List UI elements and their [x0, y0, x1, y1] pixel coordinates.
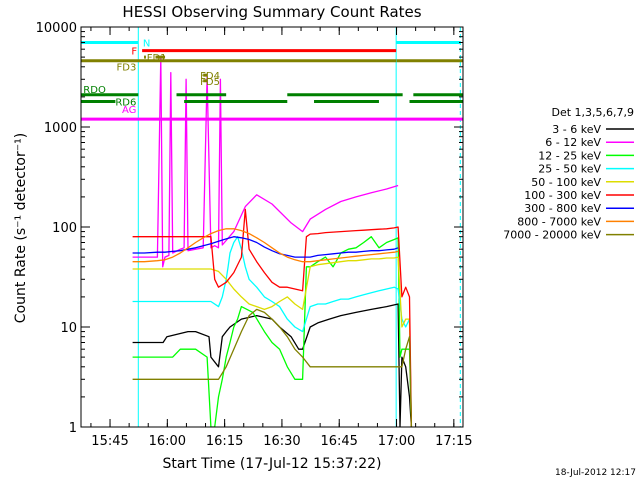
flag-label-fd1: FD1 — [147, 53, 167, 64]
series-line-50-100-kev — [132, 256, 413, 427]
x-tick-label: 16:15 — [206, 434, 243, 449]
legend-entry-6-12-kev: 6 - 12 keV — [545, 136, 601, 149]
chart-title: HESSI Observing Summary Count Rates — [122, 3, 421, 21]
series-line-12-25-kev — [132, 236, 413, 427]
x-tick-label: 16:30 — [263, 434, 300, 449]
legend-entry-800-7000-kev: 800 - 7000 keV — [517, 215, 601, 228]
flag-label-ag: AG — [122, 105, 136, 116]
x-tick-label: 17:15 — [435, 434, 472, 449]
x-axis: 15:45 16:00 16:15 16:30 16:45 17:00 17:15 — [90, 27, 473, 449]
flag-label-rd6: RD6 — [115, 97, 136, 108]
legend-title: Det 1,3,5,6,7,9 — [551, 106, 634, 119]
legend-entry-25-50-kev: 25 - 50 keV — [538, 163, 601, 176]
flag-label-fd5: FD5 — [200, 77, 220, 88]
flag-label-rdo: RDO — [83, 85, 106, 96]
legend-entry-50-100-kev: 50 - 100 keV — [531, 176, 601, 189]
flag-label-n: N — [143, 38, 150, 49]
flag-label-f: F — [131, 47, 137, 58]
legend-entry-3-6-kev: 3 - 6 keV — [552, 123, 601, 136]
y-tick-label: 100 — [52, 221, 77, 236]
series-line-7000-20000-kev — [132, 308, 413, 427]
y-tick-label: 10 — [60, 321, 77, 336]
x-tick-label: 16:00 — [149, 434, 186, 449]
series-line-25-50-kev — [132, 236, 413, 427]
timestamp-annotation: 18-Jul-2012 12:17 — [555, 468, 636, 478]
flag-label-fd3: FD3 — [117, 63, 137, 74]
y-tick-label: 1 — [69, 421, 77, 436]
x-tick-label: 16:45 — [320, 434, 357, 449]
y-tick-label: 10000 — [36, 21, 77, 36]
y-axis-label: Count Rate (s⁻¹ detector⁻¹) — [13, 133, 29, 323]
legend-entry-7000-20000-kev: 7000 - 20000 keV — [503, 229, 601, 242]
y-axis: 1 10 100 1000 10000 — [36, 21, 463, 436]
flag-label-fd4: FD4 — [200, 71, 220, 82]
y-tick-label: 1000 — [44, 121, 77, 136]
legend-entry-12-25-kev: 12 - 25 keV — [538, 149, 601, 162]
series-line-800-7000-kev — [132, 228, 399, 263]
x-tick-label: 17:00 — [378, 434, 415, 449]
plot-area — [81, 27, 463, 427]
series-line-6-12-kev — [132, 56, 399, 268]
series-line-100-300-kev — [132, 208, 413, 427]
legend-entry-100-300-kev: 100 - 300 keV — [524, 189, 601, 202]
legend-entry-300-800-kev: 300 - 800 keV — [524, 202, 601, 215]
x-tick-label: 15:45 — [91, 434, 128, 449]
x-axis-label: Start Time (17-Jul-12 15:37:22) — [162, 456, 381, 472]
